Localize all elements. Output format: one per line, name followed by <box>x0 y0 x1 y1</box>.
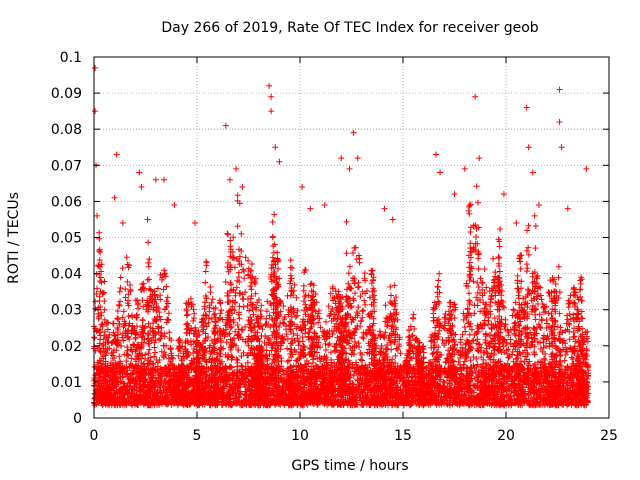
data-point <box>359 334 366 341</box>
data-points <box>91 64 592 409</box>
data-point <box>186 401 193 408</box>
data-point <box>317 388 324 395</box>
data-point <box>329 372 336 379</box>
data-point <box>190 350 197 357</box>
data-point <box>295 342 302 349</box>
data-point <box>117 369 124 376</box>
data-point <box>474 336 481 343</box>
data-point <box>206 383 213 390</box>
data-point <box>207 402 214 409</box>
data-point <box>444 401 451 408</box>
data-point <box>533 388 540 395</box>
data-point <box>354 284 361 291</box>
data-point <box>511 307 518 314</box>
data-point <box>532 388 539 395</box>
data-point <box>389 356 396 363</box>
data-point <box>459 344 466 351</box>
data-point <box>151 353 158 360</box>
data-point <box>472 369 479 376</box>
data-point <box>407 323 414 330</box>
data-point <box>267 324 274 331</box>
data-point <box>559 374 566 381</box>
data-point <box>232 328 239 335</box>
data-point <box>131 401 138 408</box>
data-point <box>225 400 232 407</box>
data-point <box>409 332 416 339</box>
data-point <box>462 400 469 407</box>
data-point <box>413 401 420 408</box>
data-point <box>329 367 336 374</box>
data-point <box>287 278 294 285</box>
data-point <box>429 350 436 357</box>
data-point <box>325 400 332 407</box>
data-point <box>332 369 339 376</box>
data-point <box>122 370 129 377</box>
data-point <box>91 402 98 409</box>
data-point <box>408 374 415 381</box>
data-point <box>456 374 463 381</box>
data-point <box>387 339 394 346</box>
data-point <box>91 334 98 341</box>
data-point <box>530 402 537 409</box>
data-point <box>470 389 477 396</box>
data-point <box>508 402 515 409</box>
data-point <box>356 259 363 266</box>
data-point <box>471 365 478 372</box>
data-point <box>558 362 565 369</box>
data-point <box>114 307 121 314</box>
data-point <box>475 284 482 291</box>
data-point <box>219 369 226 376</box>
data-point <box>232 383 239 390</box>
data-point <box>469 400 476 407</box>
data-point <box>454 368 461 375</box>
data-point <box>160 286 167 293</box>
data-point <box>538 296 545 303</box>
data-point <box>425 363 432 370</box>
data-point <box>349 249 356 256</box>
data-point <box>246 307 253 314</box>
data-point <box>497 363 504 370</box>
data-point <box>549 278 556 285</box>
data-point <box>234 399 241 406</box>
data-point <box>496 402 503 409</box>
data-point <box>238 362 245 369</box>
data-point <box>91 364 98 371</box>
data-point <box>152 399 159 406</box>
data-point <box>542 308 549 315</box>
data-point <box>469 370 476 377</box>
data-point <box>314 400 321 407</box>
data-point <box>575 401 582 408</box>
data-point <box>128 371 135 378</box>
data-point <box>468 326 475 333</box>
data-point <box>477 308 484 315</box>
data-point <box>360 402 367 409</box>
data-point <box>483 284 490 291</box>
data-point <box>526 401 533 408</box>
data-point <box>546 383 553 390</box>
data-point <box>227 363 234 370</box>
data-point <box>483 376 490 383</box>
data-point <box>473 234 480 241</box>
